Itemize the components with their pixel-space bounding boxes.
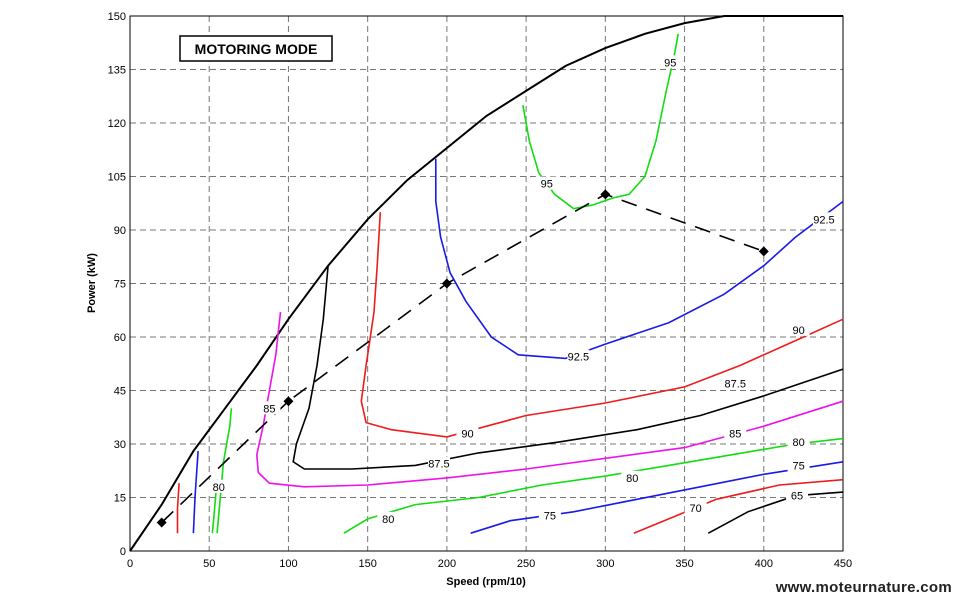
y-tick-label: 120 [108,118,126,130]
efficiency-contour-line [216,408,233,534]
y-tick-label: 60 [114,332,126,344]
contour-label: 95 [541,179,553,191]
contour-label: 80 [213,482,225,494]
plot-frame [129,15,844,552]
contour-label-bg [456,426,479,440]
x-tick-labels: 0 50 100 150 200 250 300 350 400 450 [127,558,852,570]
x-tick-label: 350 [675,558,693,570]
grid [130,16,843,551]
x-tick-label: 0 [127,558,133,570]
contour-label: 92.5 [568,352,589,364]
contour-label: 80 [626,473,638,485]
x-tick-label: 50 [203,558,215,570]
y-axis-title: Power (kW) [86,253,98,313]
y-tick-label: 135 [108,65,126,77]
contour-label-bg [812,212,835,226]
efficiency-contour-line [343,437,844,534]
y-tick-label: 30 [114,439,126,451]
contour-label-bg [567,349,590,363]
operating-point-marker [441,278,452,289]
efficiency-contour-line [292,265,844,470]
y-tick-labels: 0 15 30 45 60 75 90 105 120 135 150 [108,11,126,558]
chart-title: MOTORING MODE [195,41,318,57]
contour-label-bg [724,426,747,440]
contour-label-bg [535,176,558,190]
efficiency-contour-line [522,33,679,210]
contour-label-bg [724,376,747,390]
y-tick-label: 90 [114,225,126,237]
contour-label: 92.5 [813,214,834,226]
contour-labels: 65 70 75 75 80 80 80 80 85 85 87.5 87.5 90 90 92.5 92.5… [207,55,835,526]
efficiency-contour-line [707,491,844,534]
contour-label-bg [786,488,809,502]
mode-box: MOTORING MODE [179,35,333,62]
operating-point-marker [156,517,167,528]
y-tick-label: 150 [108,11,126,23]
contour-label-bg [258,401,281,415]
y-tick-label: 105 [108,172,126,184]
efficiency-contour-line [176,483,180,534]
mode-box-frame [179,35,333,62]
x-tick-label: 250 [517,558,535,570]
x-tick-label: 400 [755,558,773,570]
efficiency-contour-line [633,478,844,534]
efficiency-contour-line [360,212,844,438]
operating-point-marker [283,396,294,407]
y-tick-label: 75 [114,279,126,291]
x-tick-label: 200 [438,558,456,570]
contour-label-bg [787,322,810,336]
contour-label: 80 [382,514,394,526]
efficiency-contour-line [435,158,844,360]
operating-line [161,193,765,524]
operating-point-marker [758,246,769,257]
max-power-envelope [129,15,843,552]
series-layer [129,15,844,552]
contour-label-bg [787,435,810,449]
contour-label: 85 [263,403,275,415]
contour-label: 87.5 [725,378,746,390]
contour-label: 75 [544,510,556,522]
operating-point-marker [600,189,611,200]
y-tick-label: 0 [120,546,126,558]
contour-label-bg [659,55,682,69]
contour-label-bg [787,458,810,472]
contour-label-bg [377,511,400,525]
contour-label: 75 [793,460,805,472]
contour-label: 90 [461,428,473,440]
contour-label-bg [621,470,644,484]
x-tick-label: 150 [358,558,376,570]
contour-label: 80 [793,437,805,449]
x-tick-label: 100 [279,558,297,570]
y-tick-label: 45 [114,386,126,398]
contour-label: 87.5 [428,459,449,471]
contour-label: 85 [729,428,741,440]
efficiency-contour-line [470,461,844,534]
x-tick-label: 300 [596,558,614,570]
contour-label-bg [538,508,561,522]
x-tick-label: 450 [834,558,852,570]
watermark: www.moteurnature.com [775,579,952,596]
contour-label: 70 [690,503,702,515]
contour-label-bg [207,479,230,493]
x-axis-title: Speed (rpm/10) [446,576,526,588]
contour-label: 90 [793,325,805,337]
contour-label-bg [684,501,707,515]
contour-label: 65 [791,491,803,503]
efficiency-contour-line [192,451,199,534]
contour-label: 95 [664,57,676,69]
contour-label-bg [427,456,450,470]
y-tick-label: 15 [114,493,126,505]
